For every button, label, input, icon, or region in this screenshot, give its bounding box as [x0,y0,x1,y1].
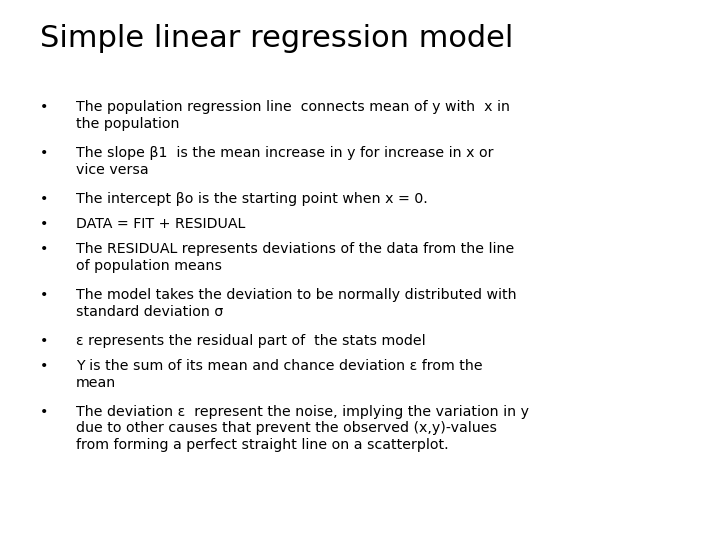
Text: •: • [40,100,48,114]
Text: •: • [40,192,48,206]
Text: •: • [40,217,48,231]
Text: The RESIDUAL represents deviations of the data from the line
of population means: The RESIDUAL represents deviations of th… [76,242,514,273]
Text: Simple linear regression model: Simple linear regression model [40,24,513,53]
Text: •: • [40,146,48,160]
Text: •: • [40,404,48,418]
Text: •: • [40,334,48,348]
Text: •: • [40,359,48,373]
Text: DATA = FIT + RESIDUAL: DATA = FIT + RESIDUAL [76,217,245,231]
Text: •: • [40,242,48,256]
Text: The intercept βo is the starting point when x = 0.: The intercept βo is the starting point w… [76,192,428,206]
Text: The deviation ε  represent the noise, implying the variation in y
due to other c: The deviation ε represent the noise, imp… [76,404,528,452]
Text: Y is the sum of its mean and chance deviation ε from the
mean: Y is the sum of its mean and chance devi… [76,359,482,389]
Text: The population regression line  connects mean of y with  x in
the population: The population regression line connects … [76,100,510,131]
Text: •: • [40,288,48,302]
Text: The model takes the deviation to be normally distributed with
standard deviation: The model takes the deviation to be norm… [76,288,516,319]
Text: The slope β1  is the mean increase in y for increase in x or
vice versa: The slope β1 is the mean increase in y f… [76,146,493,177]
Text: ε represents the residual part of  the stats model: ε represents the residual part of the st… [76,334,426,348]
